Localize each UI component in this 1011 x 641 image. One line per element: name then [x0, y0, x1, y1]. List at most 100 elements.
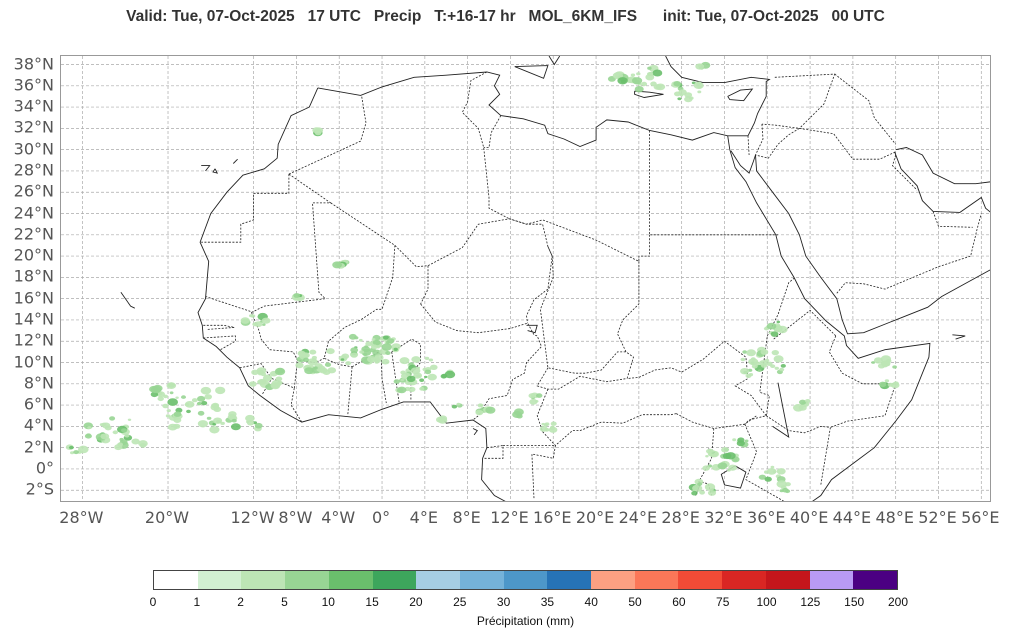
lat-tick-label: 0° — [35, 458, 54, 478]
lon-tick-label: 12°W — [230, 508, 275, 527]
precip-cell — [430, 364, 438, 370]
border-line — [539, 246, 626, 374]
colorbar-tick-label: 20 — [409, 595, 423, 609]
precip-cell — [381, 343, 392, 351]
precip-cell — [311, 358, 317, 363]
coastline — [895, 147, 990, 185]
border-line — [201, 174, 290, 243]
colorbar-segment — [154, 571, 198, 589]
precip-cell — [167, 423, 178, 431]
precip-cell — [361, 346, 371, 353]
precip-cell — [873, 357, 883, 364]
coastline — [634, 90, 664, 98]
lat-tick-label: 28°N — [13, 160, 54, 180]
lon-tick-label: 0° — [371, 508, 391, 527]
coastline — [317, 71, 502, 116]
precip-cell — [293, 293, 301, 298]
precip-cell — [764, 476, 772, 482]
precip-cell — [101, 422, 107, 427]
colorbar-segment — [416, 571, 460, 589]
coastlines — [120, 56, 990, 501]
coastline — [472, 428, 478, 436]
colorbar-title: Précipitation (mm) — [476, 614, 575, 628]
border-line — [420, 303, 542, 421]
lake-shore — [526, 324, 538, 334]
precip-cell — [87, 426, 92, 430]
precip-cell — [427, 373, 437, 381]
border-line — [836, 213, 982, 294]
precip-cell — [220, 421, 225, 425]
border-line — [820, 427, 831, 485]
precip-cell — [892, 365, 897, 369]
coastline — [514, 65, 549, 79]
precip-cell — [773, 355, 784, 363]
precip-cell — [374, 354, 384, 361]
lake-shore — [772, 382, 790, 438]
precip-cell — [181, 395, 186, 399]
precip-cell — [209, 426, 220, 434]
precip-cell — [254, 321, 263, 327]
lon-tick-label: 32°E — [704, 508, 743, 527]
precip-cell — [721, 447, 729, 453]
precip-cell — [340, 358, 345, 361]
precip-cell — [212, 422, 217, 426]
border-line — [251, 312, 325, 363]
precip-cell — [350, 352, 358, 358]
lon-tick-label: 20°E — [575, 508, 615, 527]
precip-cell — [149, 385, 159, 393]
precip-cell — [84, 433, 92, 439]
colorbar-tick-label: 60 — [672, 595, 686, 609]
lon-tick-label: 56°E — [961, 508, 1000, 527]
lat-tick-label: 22°N — [13, 224, 54, 244]
lon-tick-label: 16°E — [533, 508, 572, 527]
precip-cell — [100, 433, 110, 440]
precip-cell — [728, 464, 737, 471]
lat-tick-label: 26°N — [13, 181, 54, 201]
precip-cell — [617, 77, 628, 85]
border-line — [271, 378, 303, 423]
precip-cell — [727, 469, 731, 472]
precip-cell — [451, 404, 458, 409]
precip-cell — [370, 344, 378, 350]
precip-cell — [345, 361, 352, 366]
colorbar-tick-label: 2 — [237, 595, 244, 609]
precip-cell — [516, 413, 523, 419]
precip-cell — [248, 381, 257, 387]
lat-tick-label: 12°N — [13, 330, 54, 350]
coastline — [500, 115, 748, 147]
precip-cell — [707, 490, 717, 496]
coastline — [727, 88, 754, 102]
precip-cell — [270, 382, 281, 390]
border-line — [509, 218, 650, 263]
precip-cell — [131, 438, 140, 445]
precip-cell — [678, 89, 687, 96]
colorbar-segment — [634, 571, 679, 589]
precip-cell — [893, 381, 899, 386]
precip-cell — [528, 393, 536, 399]
border-line — [323, 245, 396, 368]
lat-tick-label: 24°N — [13, 203, 54, 222]
coastline — [201, 165, 211, 172]
lat-tick-label: 32°N — [13, 117, 54, 137]
border-line — [649, 130, 778, 236]
colorbar-tick-label: 75 — [716, 595, 730, 609]
lon-tick-label: 8°W — [278, 508, 313, 527]
border-line — [347, 366, 353, 415]
precip-cell — [673, 81, 681, 87]
lat-tick-label: 18°N — [13, 266, 54, 286]
border-line — [351, 350, 387, 404]
border-line — [482, 445, 504, 459]
coastline — [120, 292, 136, 309]
precip-cell — [393, 347, 398, 351]
border-line — [774, 73, 836, 129]
precip-cell — [385, 351, 391, 355]
colorbar-segment — [459, 571, 504, 589]
coastline — [197, 87, 506, 501]
border-line — [892, 154, 918, 191]
coastline — [755, 154, 990, 335]
coastline — [952, 334, 966, 340]
precip-cell — [73, 450, 79, 455]
lon-tick-label: 28°E — [661, 508, 700, 527]
colorbar-segment — [328, 571, 373, 589]
precip-cell — [705, 455, 709, 458]
